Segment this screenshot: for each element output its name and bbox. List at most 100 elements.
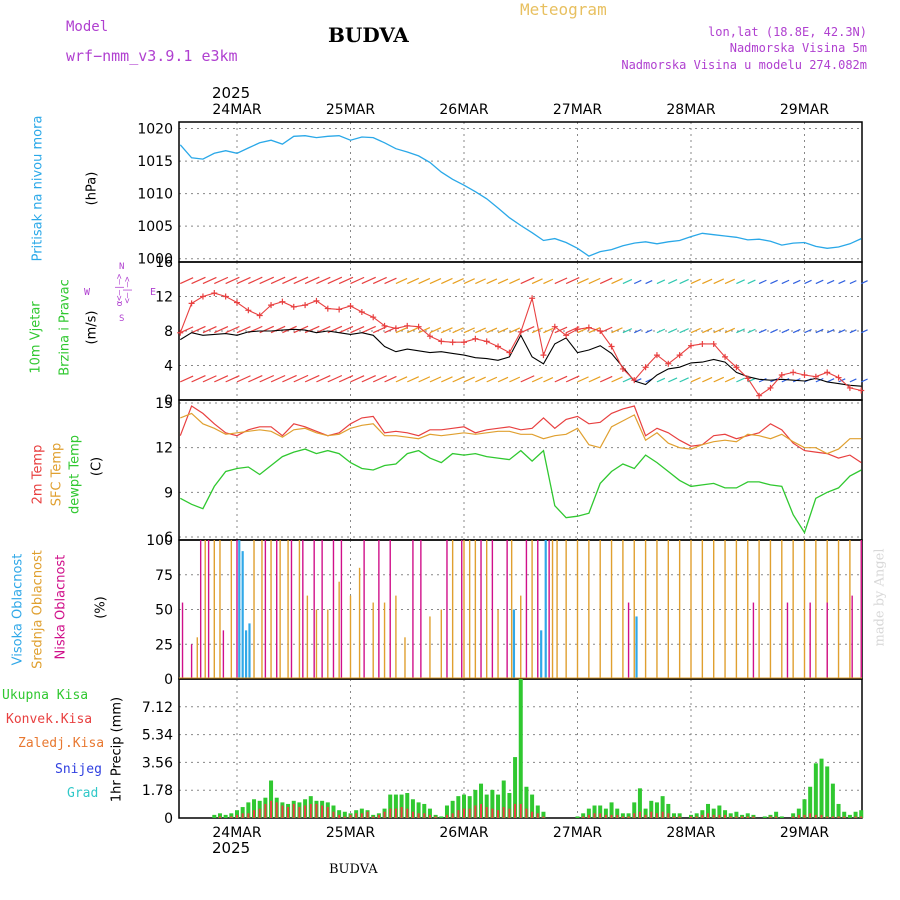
- precip-conv-bar: [400, 807, 403, 818]
- precip-conv-bar: [468, 808, 471, 818]
- wind-barb: [554, 375, 568, 383]
- wind-barb: [668, 377, 678, 383]
- precip-conv-bar: [667, 813, 670, 818]
- wind-barb: [702, 376, 713, 383]
- precip-total-bar: [359, 808, 364, 818]
- y-tick-label: 12: [155, 441, 173, 457]
- wind-barb: [441, 376, 453, 383]
- wind-barb: [214, 276, 229, 285]
- wind-barb: [407, 277, 420, 285]
- wind-barb: [599, 277, 613, 285]
- precip-conv-bar: [457, 810, 460, 818]
- wind-barb: [543, 327, 554, 334]
- wind-gust-marker: [268, 302, 275, 309]
- wind-barb: [497, 327, 509, 334]
- precip-conv-bar: [218, 816, 221, 818]
- precip-conv-bar: [326, 807, 329, 818]
- wind-barb: [656, 377, 666, 383]
- pressure-line: [179, 135, 862, 257]
- precip-total-bar: [581, 813, 586, 818]
- wind-gust-marker: [336, 306, 343, 313]
- wind-barb: [338, 276, 354, 285]
- wind-barb: [248, 374, 263, 383]
- precip-conv-bar: [270, 800, 273, 818]
- precip-conv-bar: [485, 807, 488, 818]
- wind-barb: [418, 277, 431, 285]
- precip-total-bar: [240, 807, 245, 818]
- precip-conv-bar: [627, 816, 630, 818]
- wind-barb: [531, 376, 543, 383]
- precip-total-bar: [666, 803, 671, 818]
- precip-total-bar: [467, 796, 472, 818]
- wind-barb: [690, 376, 701, 383]
- wind-barb: [350, 276, 365, 285]
- wind-gust-marker: [461, 339, 467, 346]
- wind-gust-marker: [449, 339, 456, 346]
- day-label-bottom: 24MAR: [212, 825, 261, 841]
- wind-barb: [475, 327, 486, 334]
- wind-barb: [781, 279, 790, 285]
- precip-conv-bar: [587, 814, 590, 818]
- day-label-top: 25MAR: [326, 102, 375, 118]
- y-tick-label: 75: [155, 568, 173, 584]
- precip-conv-bar: [582, 816, 585, 818]
- precip-legend-conv: Konvek.Kisa: [6, 712, 93, 727]
- wind-barb: [248, 276, 263, 285]
- wind-gust-marker: [495, 343, 502, 350]
- wind-gust-marker: [858, 387, 865, 394]
- precip-conv-bar: [701, 814, 704, 818]
- wind-barb: [781, 328, 790, 334]
- precip-conv-bar: [707, 813, 710, 818]
- wind-barb: [758, 328, 767, 334]
- wind-barb: [861, 378, 868, 383]
- wind-barb: [304, 325, 320, 334]
- temp-2m-line: [179, 405, 862, 464]
- wind-barb: [395, 376, 408, 383]
- wind-barb: [849, 378, 857, 383]
- wind-gust-marker: [472, 335, 479, 342]
- wind-gust-marker: [347, 302, 354, 309]
- precip-total-bar: [388, 794, 393, 818]
- day-label-bottom: 25MAR: [326, 825, 375, 841]
- wind-gust-line: [179, 292, 862, 397]
- wind-gust-marker: [404, 322, 411, 329]
- precip-conv-bar: [531, 811, 534, 818]
- precip-total-bar: [819, 758, 824, 818]
- temp-sfc-line: [180, 412, 862, 455]
- wind-barb: [702, 278, 713, 285]
- wind-barb: [724, 278, 736, 285]
- precip-total-bar: [609, 802, 614, 818]
- wind-barb: [622, 328, 633, 334]
- precip-legend-grad: Grad: [67, 786, 99, 801]
- wind-barb: [815, 328, 824, 334]
- wind-barb: [384, 277, 397, 285]
- precip-conv-bar: [377, 814, 380, 818]
- precip-total-bar: [462, 794, 466, 818]
- model-label: Model: [66, 19, 109, 35]
- y-tick-label: 6: [164, 530, 173, 546]
- precip-total-bar: [734, 811, 739, 818]
- wind-barb: [770, 279, 778, 285]
- day-label-top: 28MAR: [666, 102, 715, 118]
- wind-barb: [225, 325, 240, 334]
- wind-barb: [679, 328, 689, 334]
- precip-total-bar: [439, 816, 444, 818]
- wind-speed-line: [180, 328, 862, 387]
- precip-total-bar: [223, 814, 228, 818]
- wind-barb: [304, 374, 320, 383]
- precip-conv-bar: [349, 814, 352, 818]
- wind-gust-marker: [688, 342, 694, 349]
- wind-barb: [236, 276, 251, 285]
- wind-gust-marker: [358, 309, 365, 316]
- y-tick-label: 0: [164, 672, 173, 688]
- precip-total-bar: [450, 800, 455, 818]
- wind-barb: [724, 376, 736, 383]
- precip-conv-bar: [281, 805, 284, 818]
- precip-total-bar: [706, 803, 711, 818]
- day-label-bottom: 27MAR: [553, 825, 602, 841]
- wind-barb: [543, 377, 554, 383]
- precip-total-bar: [524, 786, 529, 818]
- precip-conv-bar: [434, 816, 437, 818]
- wind-gust-marker: [574, 326, 581, 333]
- wind-gust-marker: [234, 299, 240, 306]
